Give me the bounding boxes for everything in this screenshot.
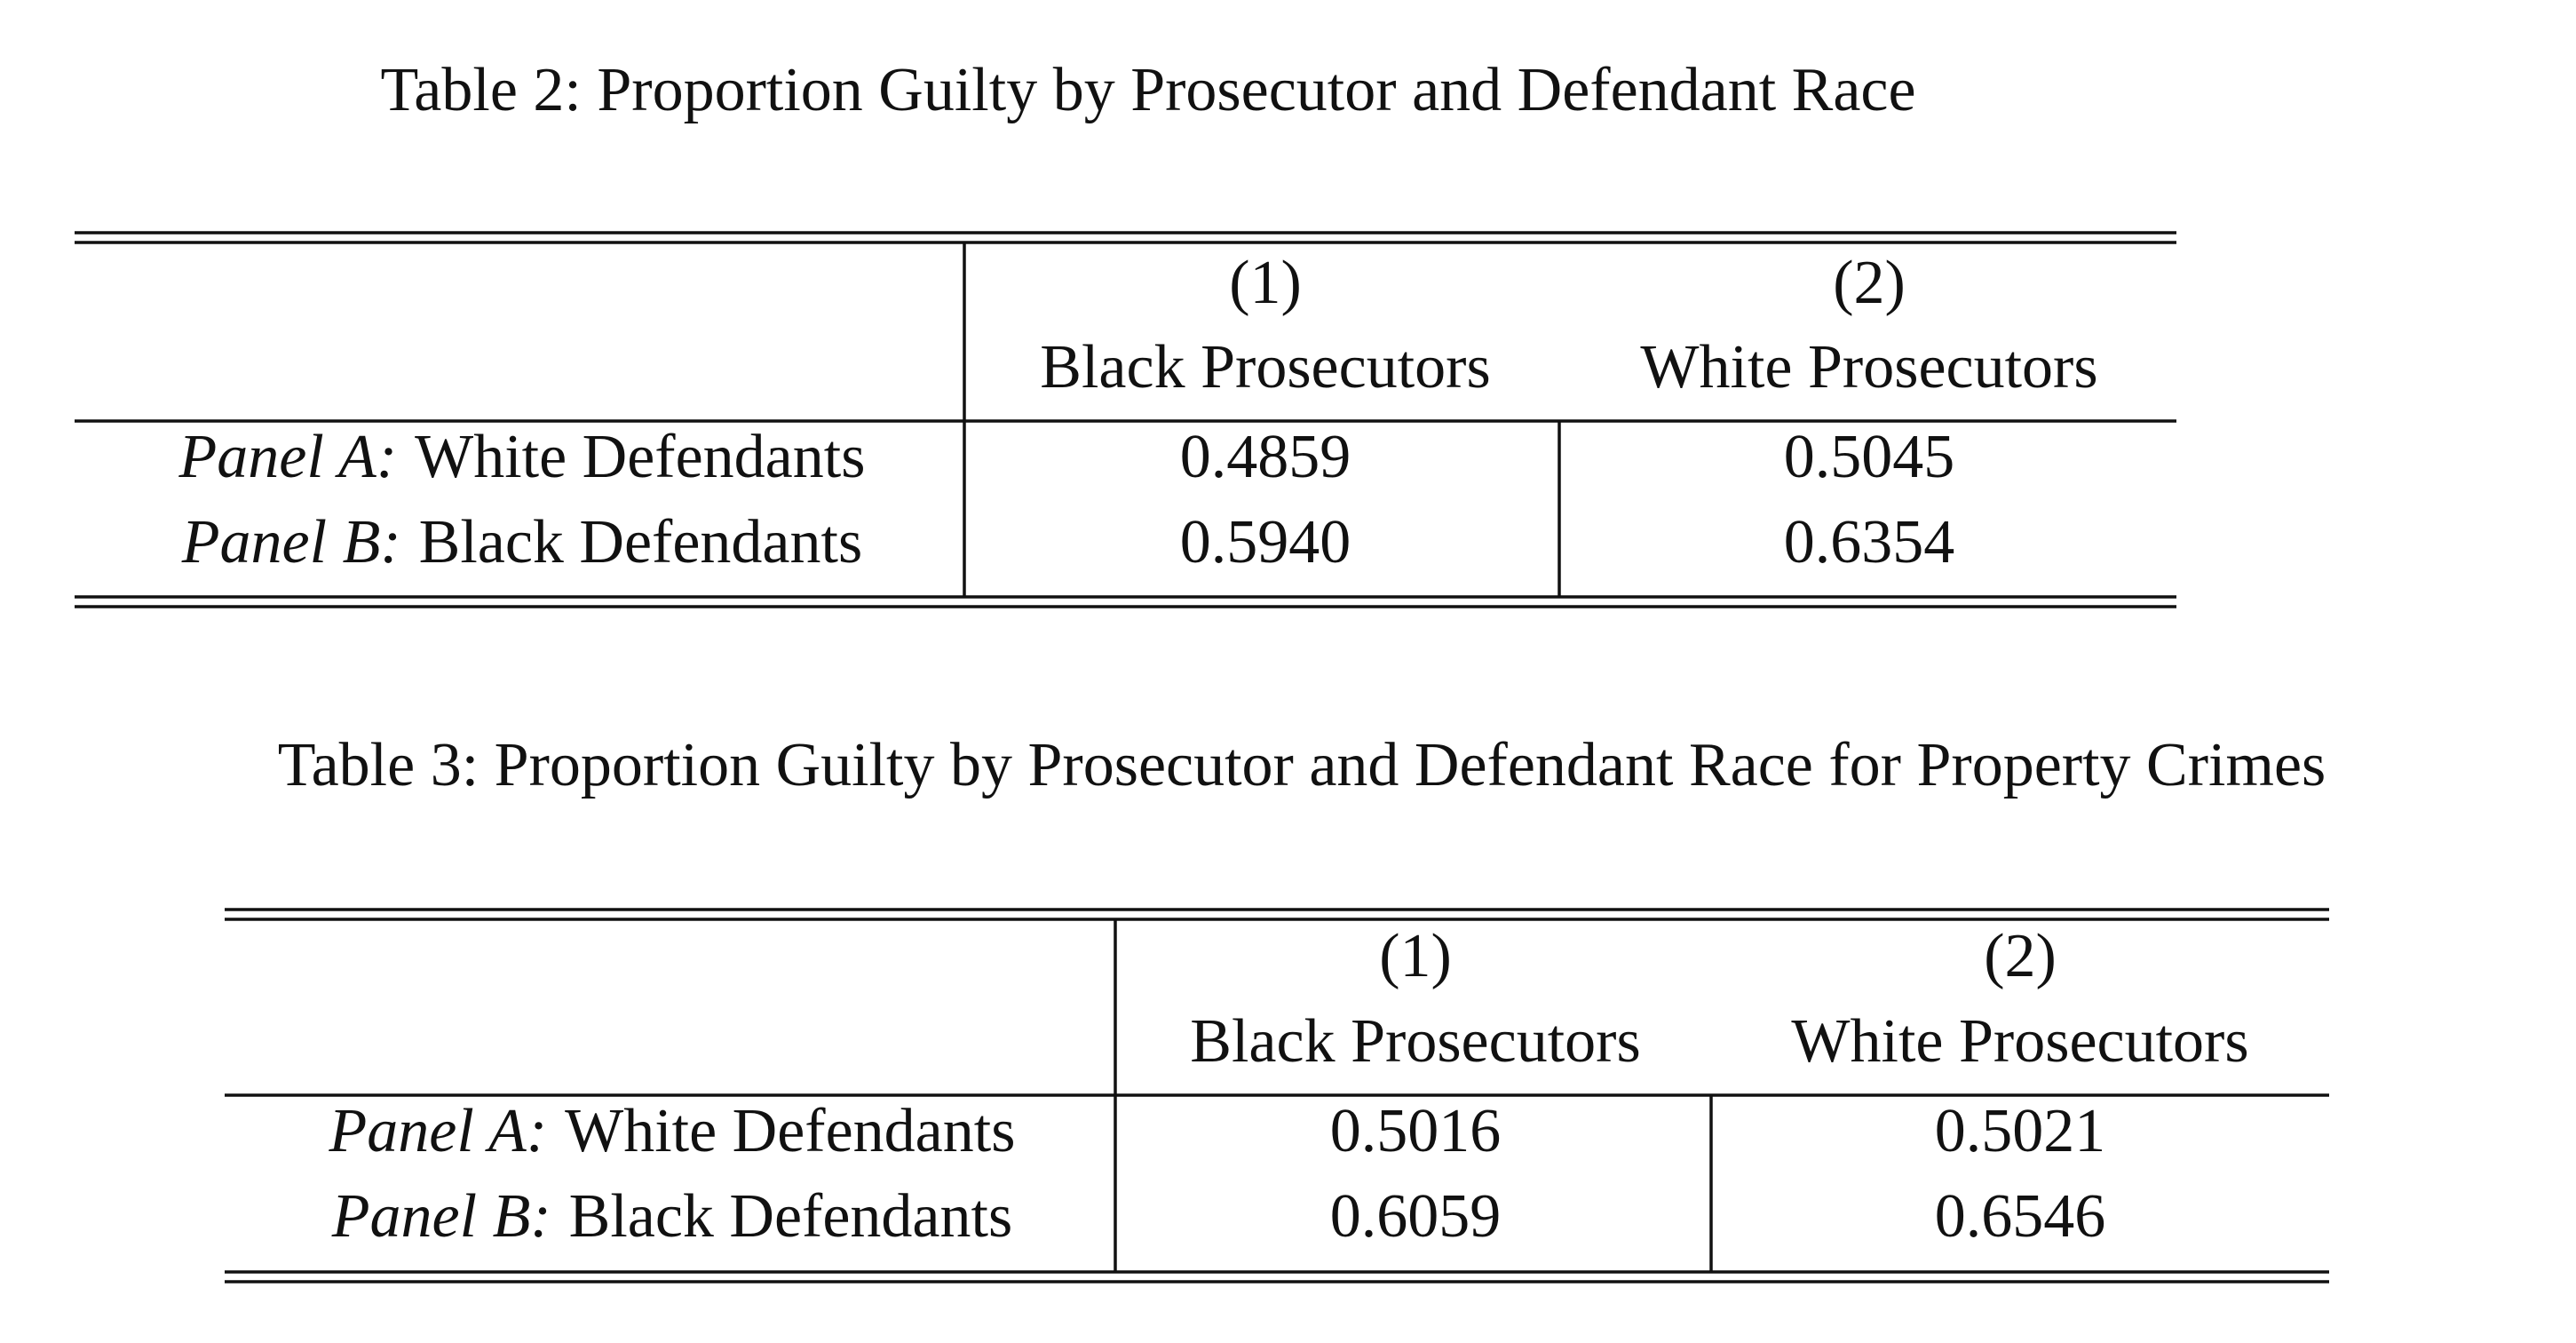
column-number: (2) [1833, 249, 1906, 317]
table-caption: Table 2: Proportion Guilty by Prosecutor… [380, 56, 1915, 124]
table-caption: Table 3: Proportion Guilty by Prosecutor… [278, 731, 2326, 799]
row-name: White Defendants [565, 1097, 1015, 1165]
cell-value: 0.5940 [1180, 508, 1351, 576]
column-header: Black Prosecutors [1040, 333, 1490, 401]
panel-label: Panel A: [329, 1097, 548, 1165]
panel-label: Panel A: [178, 423, 398, 491]
cell-value: 0.6546 [1935, 1182, 2106, 1251]
cell-value: 0.6354 [1784, 508, 1955, 576]
column-header: White Prosecutors [1640, 333, 2097, 401]
row-label: Panel B: Black Defendants [181, 508, 862, 576]
row-label: Panel A: White Defendants [329, 1097, 1016, 1165]
table: Table 3: Proportion Guilty by Prosecutor… [225, 731, 2329, 1283]
cell-value: 0.4859 [1180, 423, 1351, 491]
column-header: Black Prosecutors [1190, 1007, 1640, 1076]
column-number: (2) [1984, 922, 2057, 990]
panel-label: Panel B: [331, 1182, 551, 1251]
panel-label: Panel B: [181, 508, 401, 576]
cell-value: 0.5021 [1935, 1097, 2106, 1165]
column-number: (1) [1379, 922, 1452, 990]
cell-value: 0.5016 [1330, 1097, 1502, 1165]
row-label: Panel A: White Defendants [178, 423, 866, 491]
row-name: Black Defendants [569, 1182, 1013, 1251]
column-number: (1) [1229, 249, 1302, 317]
column-header: White Prosecutors [1791, 1007, 2248, 1076]
table: Table 2: Proportion Guilty by Prosecutor… [75, 56, 2176, 608]
row-name: White Defendants [415, 423, 865, 491]
row-name: Black Defendants [419, 508, 863, 576]
row-label: Panel B: Black Defendants [331, 1182, 1012, 1251]
cell-value: 0.5045 [1784, 423, 1955, 491]
cell-value: 0.6059 [1330, 1182, 1502, 1251]
